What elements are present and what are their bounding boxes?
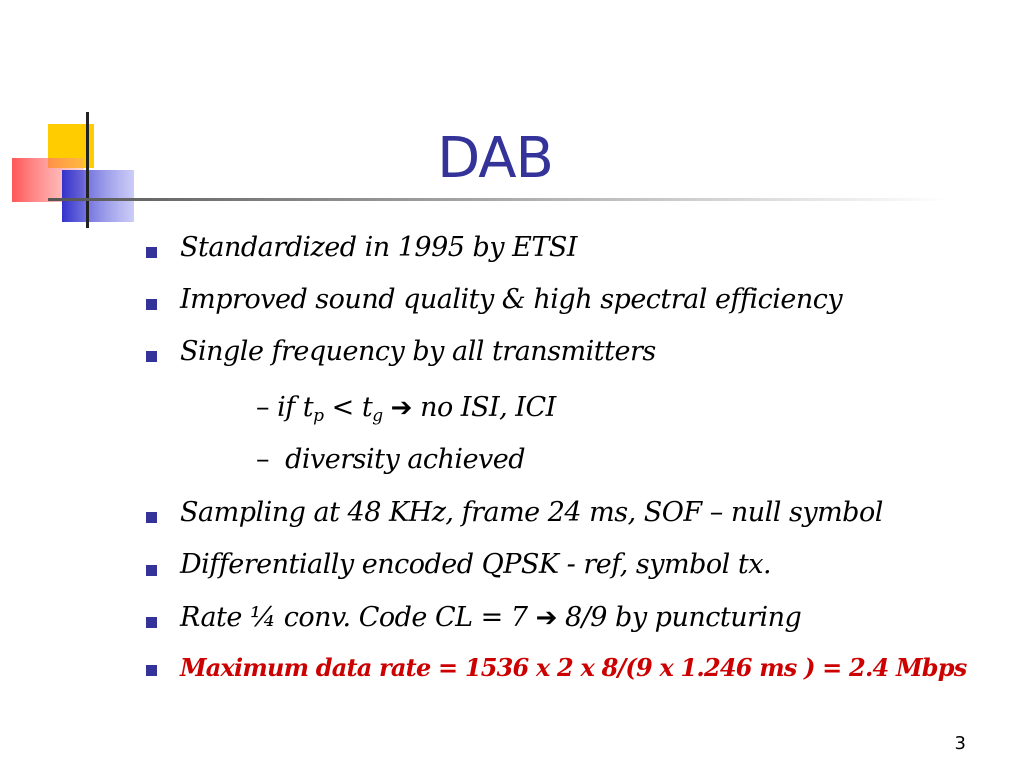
sub-bullet-item: – if tp < tg ➔ no ISI, ICI (256, 392, 556, 426)
bullet-item: Single frequency by all transmitters (180, 336, 656, 367)
bullet-item: Improved sound quality & high spectral e… (180, 284, 843, 315)
bullet-text-pre: Rate ¼ conv. Code CL = 7 (180, 602, 528, 633)
highlighted-bullet-item: Maximum data rate = 1536 x 2 x 8/(9 x 1.… (180, 653, 967, 682)
square-bullet-icon (146, 351, 157, 362)
bullet-item: Standardized in 1995 by ETSI (180, 232, 578, 263)
colored-squares-logo (12, 112, 948, 228)
slide-title: DAB (437, 126, 554, 191)
square-bullet-icon (146, 565, 157, 576)
right-arrow-icon: ➔ (390, 393, 413, 423)
square-bullet-icon (146, 665, 157, 676)
bullet-item: Sampling at 48 KHz, frame 24 ms, SOF – n… (180, 497, 883, 528)
subscript-p: p (313, 406, 324, 426)
condition-lt: < t (323, 392, 373, 423)
square-bullet-icon (146, 299, 157, 310)
page-number: 3 (954, 733, 966, 754)
dash-marker: – (256, 392, 270, 423)
condition-result: no ISI, ICI (420, 392, 556, 423)
right-arrow-icon: ➔ (535, 603, 558, 633)
bullet-text-post: 8/9 by puncturing (565, 602, 802, 633)
sub-bullet-text: diversity achieved (285, 444, 526, 475)
condition-prefix: if t (277, 392, 314, 423)
dash-marker: – (256, 444, 270, 475)
bullet-item: Differentially encoded QPSK - ref, symbo… (180, 549, 772, 580)
bullet-item: Rate ¼ conv. Code CL = 7 ➔ 8/9 by punctu… (180, 602, 802, 633)
square-bullet-icon (146, 617, 157, 628)
sub-bullet-item: – diversity achieved (256, 444, 526, 475)
square-bullet-icon (146, 512, 157, 523)
subscript-g: g (372, 406, 383, 426)
square-bullet-icon (146, 247, 157, 258)
